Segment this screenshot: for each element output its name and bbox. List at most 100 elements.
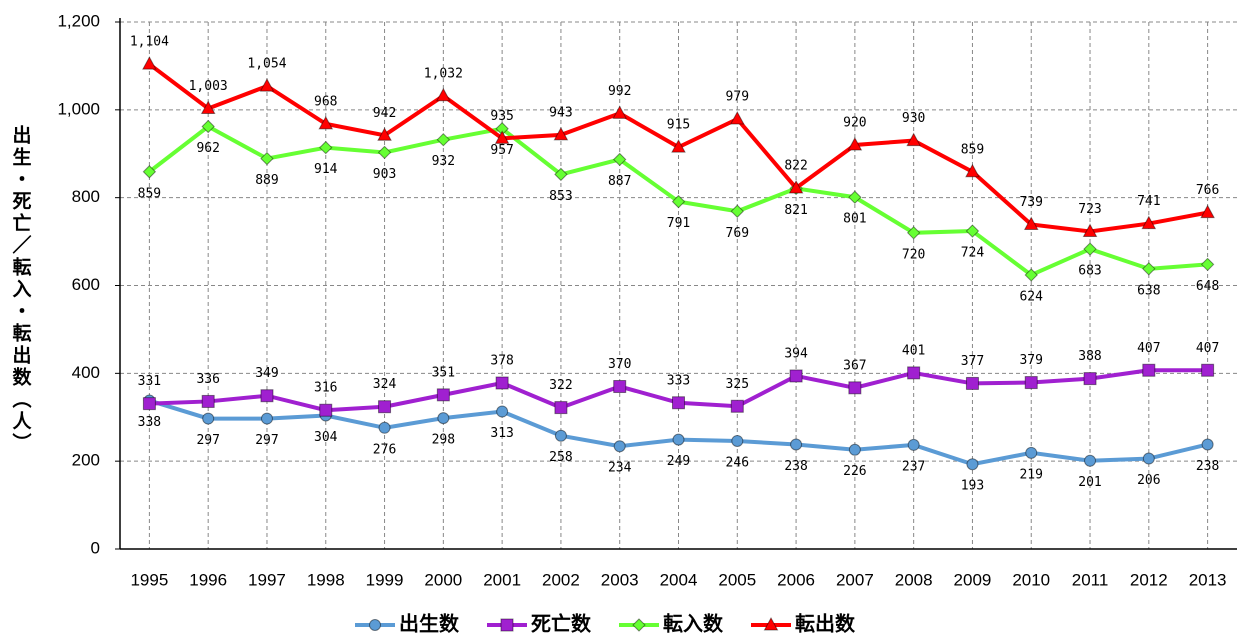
data-point (553, 126, 569, 141)
data-label: 739 (1019, 195, 1042, 210)
data-label: 193 (961, 479, 984, 494)
x-tick-label: 2013 (1189, 570, 1227, 589)
data-point (790, 438, 803, 451)
data-label: 297 (196, 433, 219, 448)
legend-label: 死亡数 (531, 612, 592, 636)
data-point (613, 380, 627, 394)
data-point (789, 369, 803, 383)
x-tick-label: 2002 (542, 570, 580, 589)
data-label: 351 (432, 365, 455, 380)
data-point (260, 389, 274, 403)
data-point (319, 403, 333, 417)
data-label: 370 (608, 357, 631, 372)
data-point (613, 440, 626, 453)
data-point (965, 376, 979, 390)
x-tick-label: 2008 (895, 570, 933, 589)
data-point (1142, 262, 1156, 276)
data-point (260, 151, 274, 166)
data-label: 903 (373, 167, 396, 182)
data-point (907, 366, 921, 380)
data-point (1141, 215, 1157, 230)
data-label: 648 (1196, 279, 1219, 294)
data-label: 1,054 (247, 57, 286, 72)
data-point (1201, 363, 1215, 377)
y-tick-label: 600 (72, 275, 100, 294)
data-label: 407 (1137, 341, 1160, 356)
x-tick-label: 1997 (248, 570, 286, 589)
data-label: 276 (373, 442, 396, 457)
data-point (1200, 204, 1215, 219)
data-point (672, 433, 685, 446)
data-point (378, 421, 391, 434)
data-label: 206 (1137, 473, 1160, 488)
data-point (729, 111, 745, 125)
y-tick-label: 0 (91, 538, 100, 557)
data-label: 889 (255, 173, 278, 188)
data-label: 957 (490, 143, 513, 158)
data-label: 331 (138, 374, 161, 389)
data-label: 920 (843, 115, 866, 130)
data-label: 304 (314, 430, 338, 445)
x-tick-label: 2005 (718, 570, 756, 589)
y-axis-label: 出生・死亡／転入・転出数（人） (10, 124, 32, 455)
data-label: 324 (373, 377, 397, 392)
x-tick-label: 2007 (836, 570, 874, 589)
data-point (1023, 216, 1039, 230)
data-label: 322 (549, 378, 572, 393)
data-label: 378 (490, 353, 513, 368)
data-point (202, 412, 215, 425)
data-label: 801 (843, 212, 866, 227)
data-point (1142, 363, 1156, 377)
data-label: 313 (490, 426, 513, 441)
x-tick-label: 1999 (366, 570, 404, 589)
data-label: 935 (490, 109, 513, 124)
data-label: 962 (196, 141, 219, 156)
x-tick-label: 2004 (660, 570, 698, 589)
data-label: 336 (196, 372, 219, 387)
data-point (495, 376, 509, 390)
data-point (437, 412, 450, 425)
legend-marker (500, 618, 514, 632)
data-point (730, 204, 744, 218)
data-label: 238 (1196, 459, 1219, 474)
data-label: 723 (1078, 202, 1101, 217)
x-tick-label: 1995 (130, 570, 168, 589)
data-point (907, 438, 920, 451)
data-point (260, 412, 273, 425)
data-point (906, 132, 921, 147)
data-label: 915 (667, 118, 690, 133)
data-point (965, 163, 980, 178)
legend-marker (763, 616, 779, 631)
y-tick-label: 800 (72, 187, 100, 206)
data-point (378, 400, 392, 414)
data-label: 367 (843, 358, 866, 373)
x-tick-label: 2012 (1130, 570, 1168, 589)
data-point (318, 115, 334, 130)
data-point (200, 100, 216, 115)
data-label: 234 (608, 461, 632, 476)
data-label: 237 (902, 459, 925, 474)
data-point (259, 78, 275, 92)
data-point (554, 429, 567, 442)
data-label: 968 (314, 94, 337, 109)
data-label: 258 (549, 450, 572, 465)
data-label: 769 (726, 226, 749, 241)
data-point (1024, 268, 1038, 282)
data-label: 741 (1137, 194, 1160, 209)
data-point (1024, 376, 1038, 390)
data-point (319, 140, 333, 155)
data-point (142, 165, 157, 179)
data-label: 822 (784, 159, 807, 174)
data-point (672, 396, 685, 410)
data-point (554, 167, 568, 182)
data-label: 377 (961, 354, 984, 369)
data-label: 246 (726, 455, 749, 470)
data-label: 379 (1019, 353, 1042, 368)
data-label: 914 (314, 162, 338, 177)
data-point (612, 105, 628, 119)
data-label: 930 (902, 111, 925, 126)
data-point (494, 130, 510, 144)
data-point (554, 401, 568, 415)
data-label: 219 (1019, 467, 1042, 482)
